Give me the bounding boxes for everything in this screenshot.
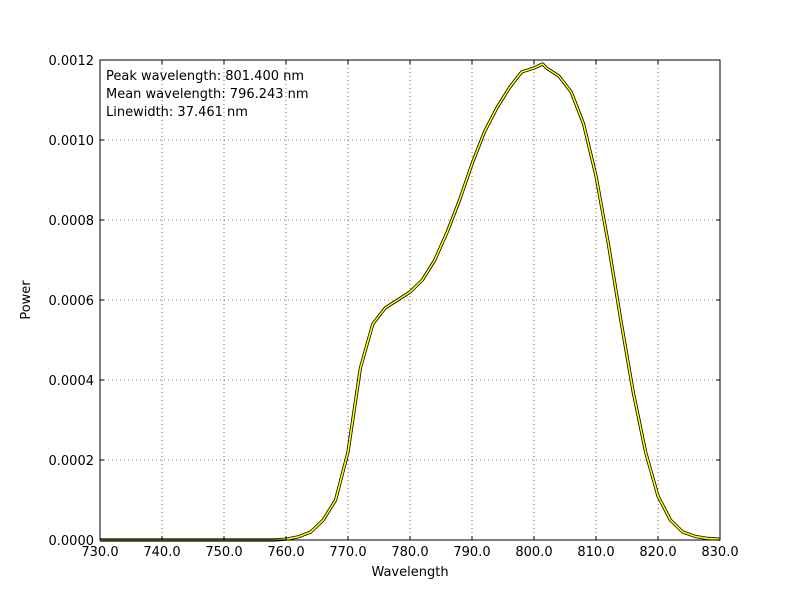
y-axis-label: Power	[19, 280, 34, 320]
x-tick-label: 790.0	[453, 545, 490, 560]
annotation-text: Peak wavelength: 801.400 nm	[106, 69, 304, 84]
annotation-text: Mean wavelength: 796.243 nm	[106, 87, 309, 102]
y-tick-label: 0.0010	[49, 134, 95, 149]
y-tick-label: 0.0008	[49, 214, 95, 229]
y-tick-label: 0.0002	[49, 454, 95, 469]
annotation-text: Linewidth: 37.461 nm	[106, 105, 248, 120]
grid	[100, 60, 720, 540]
ticks: 730.0 740.0 750.0 760.0 770.0 780.0 790.0 800.0…	[49, 54, 739, 560]
x-tick-label: 810.0	[577, 545, 614, 560]
y-tick-label: 0.0004	[49, 374, 95, 389]
x-tick-label: 830.0	[701, 545, 738, 560]
x-tick-label: 730.0	[81, 545, 118, 560]
series-line	[100, 63, 721, 541]
x-tick-label: 760.0	[267, 545, 304, 560]
x-tick-label: 820.0	[639, 545, 676, 560]
y-tick-label: 0.0012	[49, 54, 95, 69]
annotations: Peak wavelength: 801.400 nm Mean waveleng…	[106, 69, 309, 120]
y-tick-label: 0.0006	[49, 294, 95, 309]
y-tick-label: 0.0000	[49, 534, 95, 549]
x-tick-label: 770.0	[329, 545, 366, 560]
x-tick-label: 750.0	[205, 545, 242, 560]
x-tick-label: 800.0	[515, 545, 552, 560]
series-layer	[100, 62, 721, 542]
x-tick-label: 740.0	[143, 545, 180, 560]
x-axis-label: Wavelength	[371, 565, 448, 580]
x-tick-label: 780.0	[391, 545, 428, 560]
